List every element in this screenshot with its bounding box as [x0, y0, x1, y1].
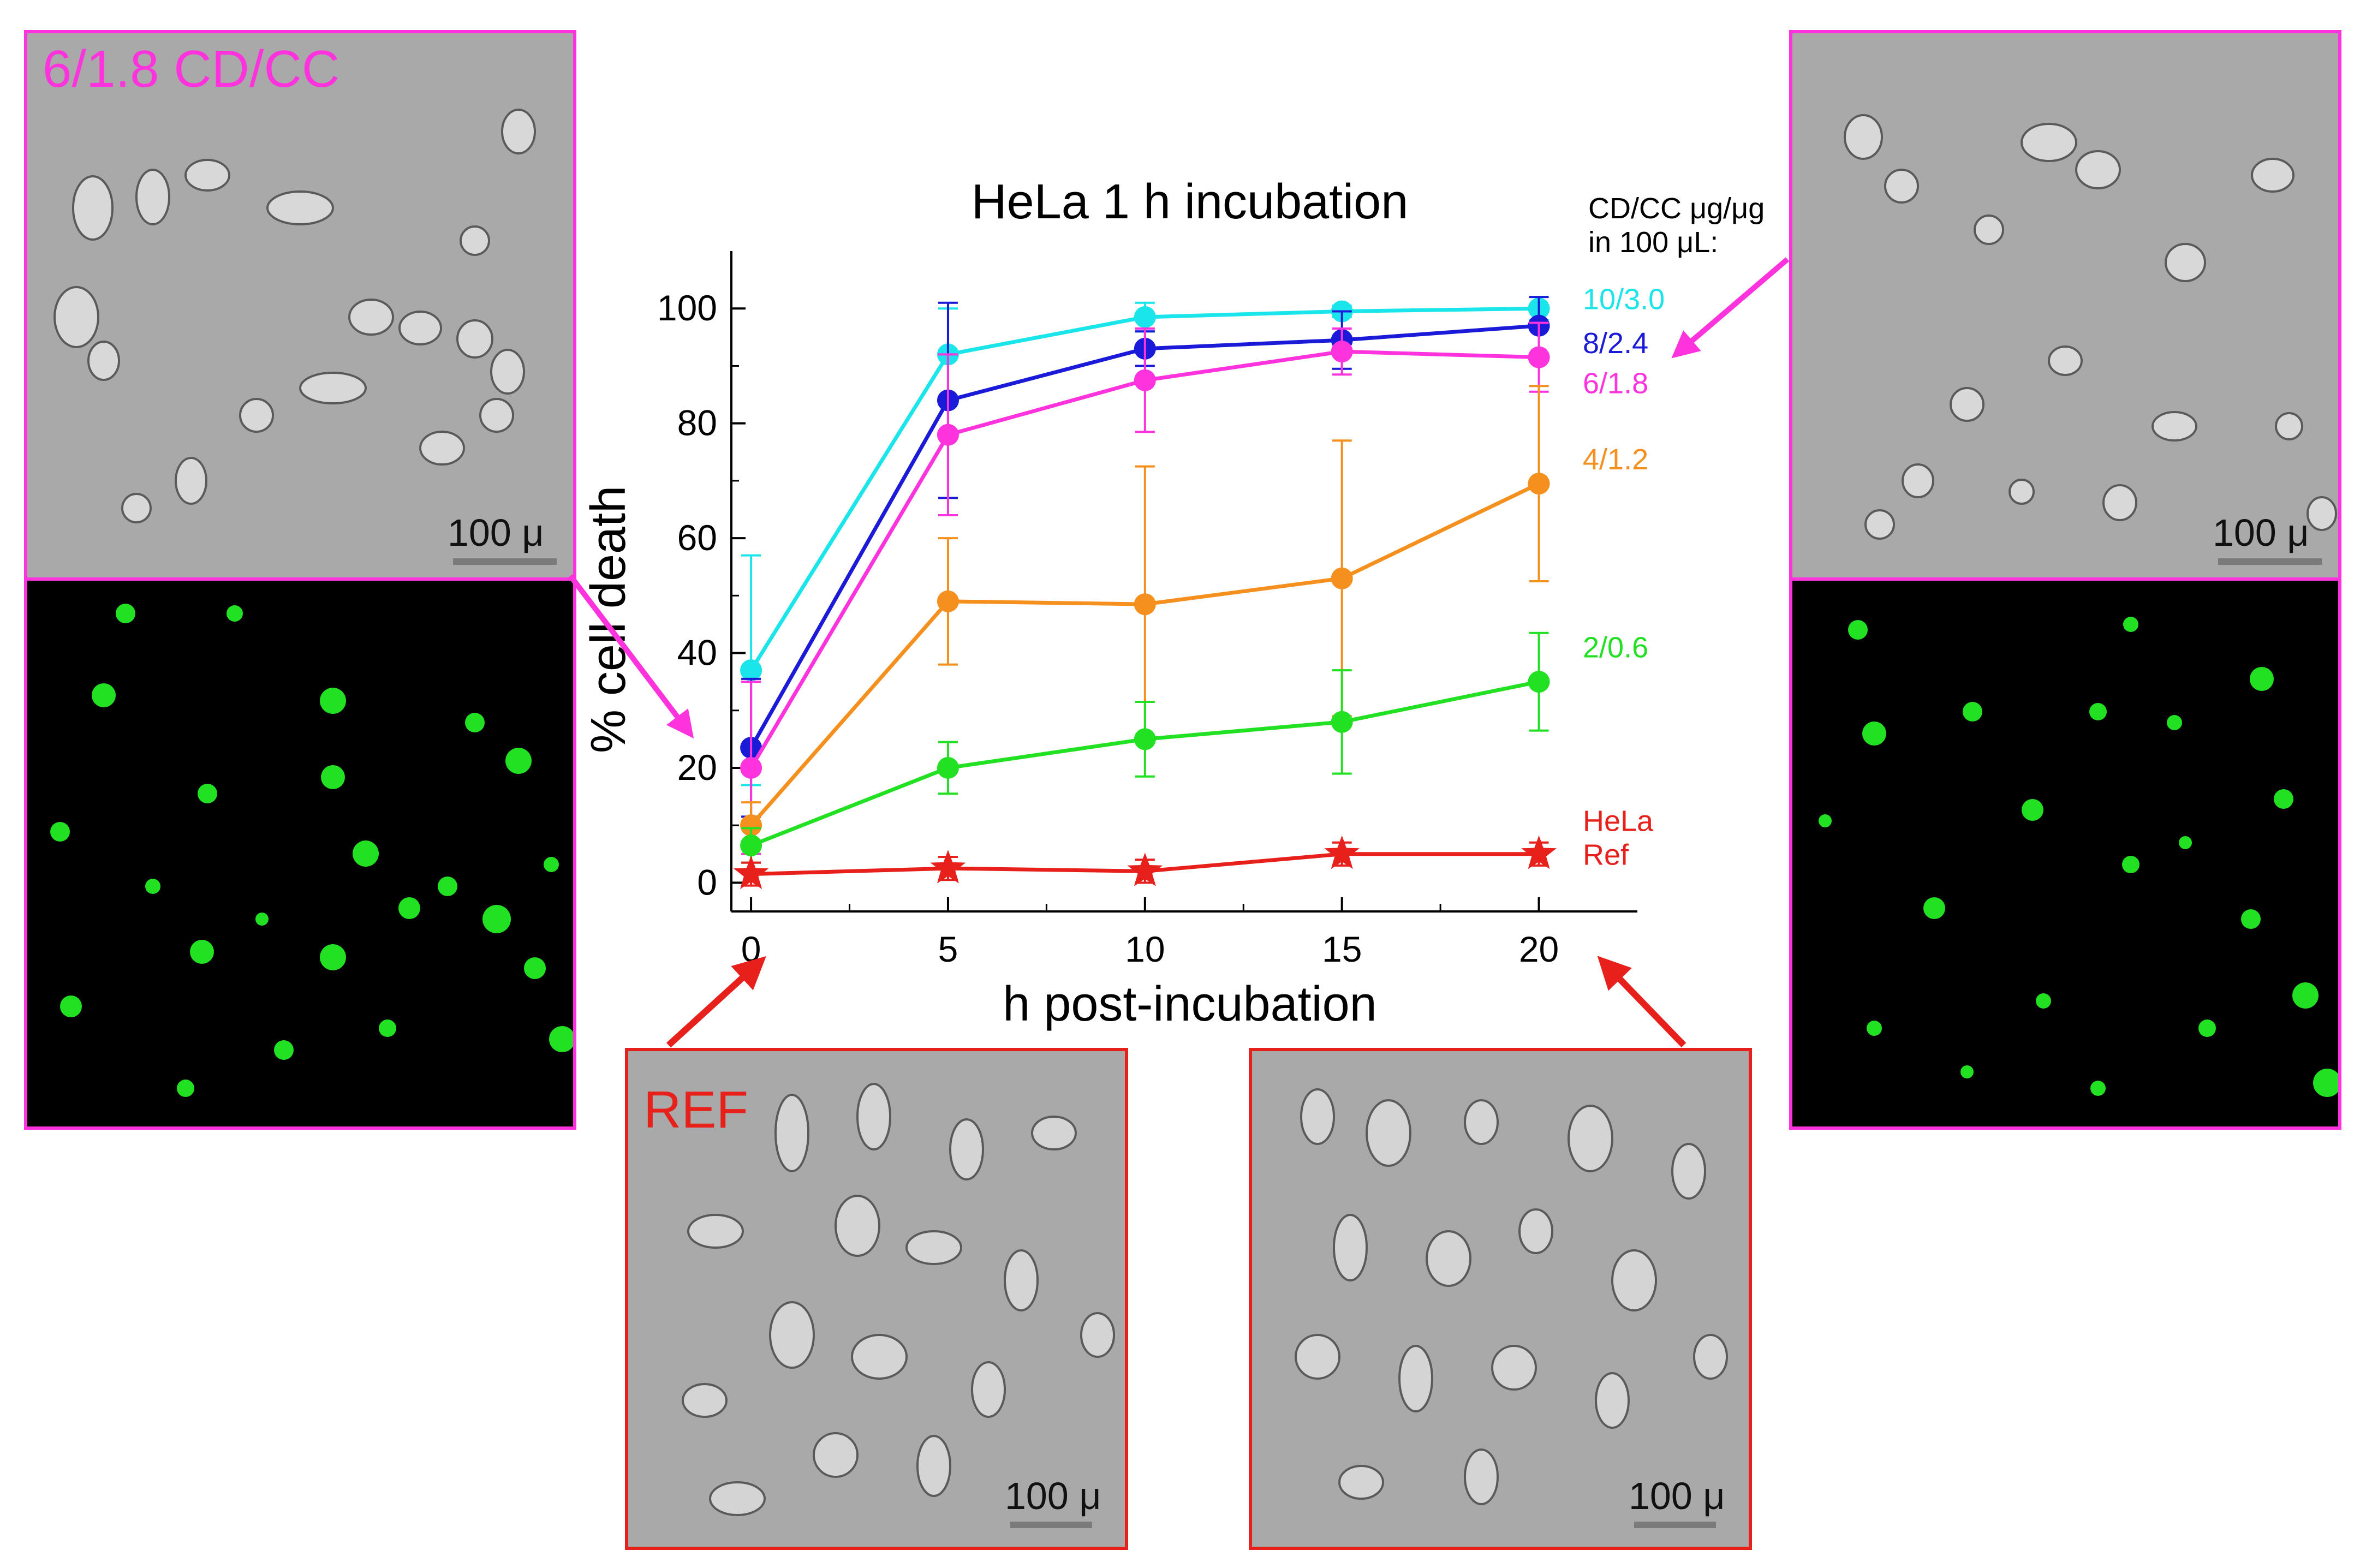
phase-cells-texture	[1844, 114, 2337, 540]
data-point	[1324, 835, 1360, 869]
data-point	[740, 834, 762, 856]
ref-panel-label: REF	[643, 1081, 748, 1139]
data-point	[1134, 306, 1156, 328]
y-tick-label: 60	[677, 517, 717, 558]
data-point	[1331, 711, 1353, 733]
x-tick-label: 5	[938, 929, 958, 969]
series-6-1-8	[740, 321, 1550, 855]
y-axis-label: % cell death	[581, 486, 636, 753]
legend-entry: 8/2.4	[1583, 327, 1648, 360]
data-point	[1331, 567, 1353, 589]
scale-label: 100 μ	[1005, 1475, 1101, 1517]
scale-bar	[453, 558, 557, 565]
y-tick-label: 100	[657, 288, 717, 328]
x-tick-label: 10	[1125, 929, 1165, 969]
scale-label: 100 μ	[1629, 1475, 1725, 1517]
cell-death-chart: HeLa 1 h incubation h post-incubation % …	[581, 175, 1765, 1032]
series-layer	[733, 296, 1557, 890]
x-tick-label: 0	[741, 929, 761, 969]
data-point	[1127, 852, 1163, 886]
x-axis-label: h post-incubation	[1003, 977, 1376, 1032]
chart-title: HeLa 1 h incubation	[972, 175, 1409, 229]
data-point	[740, 814, 762, 837]
data-point	[1134, 593, 1156, 616]
data-point	[733, 855, 769, 890]
data-point	[937, 756, 959, 779]
legend-entry: Ref	[1583, 839, 1629, 872]
scale-label: 100 μ	[448, 511, 544, 554]
ref-phase-image-0h: REF 100 μ	[625, 1048, 1128, 1550]
data-point	[1521, 835, 1557, 869]
top-right-phase-image: 100 μ	[1789, 30, 2341, 581]
legend-entry: 4/1.2	[1583, 443, 1648, 476]
scale-label: 100 μ	[2213, 511, 2309, 554]
scale-bar	[1010, 1522, 1092, 1528]
top-left-phase-image: 6/1.8 CD/CC 100 μ	[24, 30, 576, 581]
data-point	[1528, 346, 1550, 368]
data-point	[937, 424, 959, 446]
data-point	[1528, 473, 1550, 495]
legend-title: in 100 μL:	[1588, 226, 1718, 259]
scale-bar	[1634, 1522, 1716, 1528]
fluorescent-cells-texture	[50, 604, 573, 1097]
bottom-left-fluorescence-image	[24, 577, 576, 1130]
legend-entry: 2/0.6	[1583, 631, 1648, 664]
ref-phase-image-20h: 100 μ	[1249, 1048, 1752, 1550]
y-tick-label: 80	[677, 403, 717, 443]
data-point	[930, 850, 966, 884]
data-point	[1331, 341, 1353, 363]
legend-entry: 6/1.8	[1583, 367, 1648, 400]
legend-entry: HeLa	[1583, 805, 1654, 838]
scale-bar	[2218, 558, 2322, 565]
data-point	[937, 590, 959, 612]
bottom-right-fluorescence-image	[1789, 577, 2341, 1130]
top-left-panel-label: 6/1.8 CD/CC	[43, 40, 340, 98]
y-tick-label: 0	[697, 862, 717, 902]
legend-entry: 10/3.0	[1583, 283, 1665, 315]
series-4-1-2	[740, 385, 1550, 850]
series-2-0-6	[740, 631, 1550, 864]
x-tick-label: 20	[1519, 929, 1559, 969]
data-point	[1528, 671, 1550, 693]
data-point	[740, 756, 762, 779]
data-point	[1134, 369, 1156, 391]
y-tick-label: 40	[677, 633, 717, 673]
y-tick-label: 20	[677, 747, 717, 788]
legend-title: CD/CC μg/μg	[1588, 192, 1765, 225]
data-point	[1134, 728, 1156, 750]
series-HeLa-Ref	[733, 835, 1557, 890]
phase-cells-texture	[53, 109, 536, 523]
phase-cells-texture	[682, 1083, 1115, 1516]
fluorescent-cells-texture	[1819, 617, 2338, 1097]
phase-cells-texture	[1295, 1088, 1728, 1505]
series-10-3-0	[740, 296, 1550, 786]
x-tick-label: 15	[1322, 929, 1362, 969]
data-point	[740, 659, 762, 682]
